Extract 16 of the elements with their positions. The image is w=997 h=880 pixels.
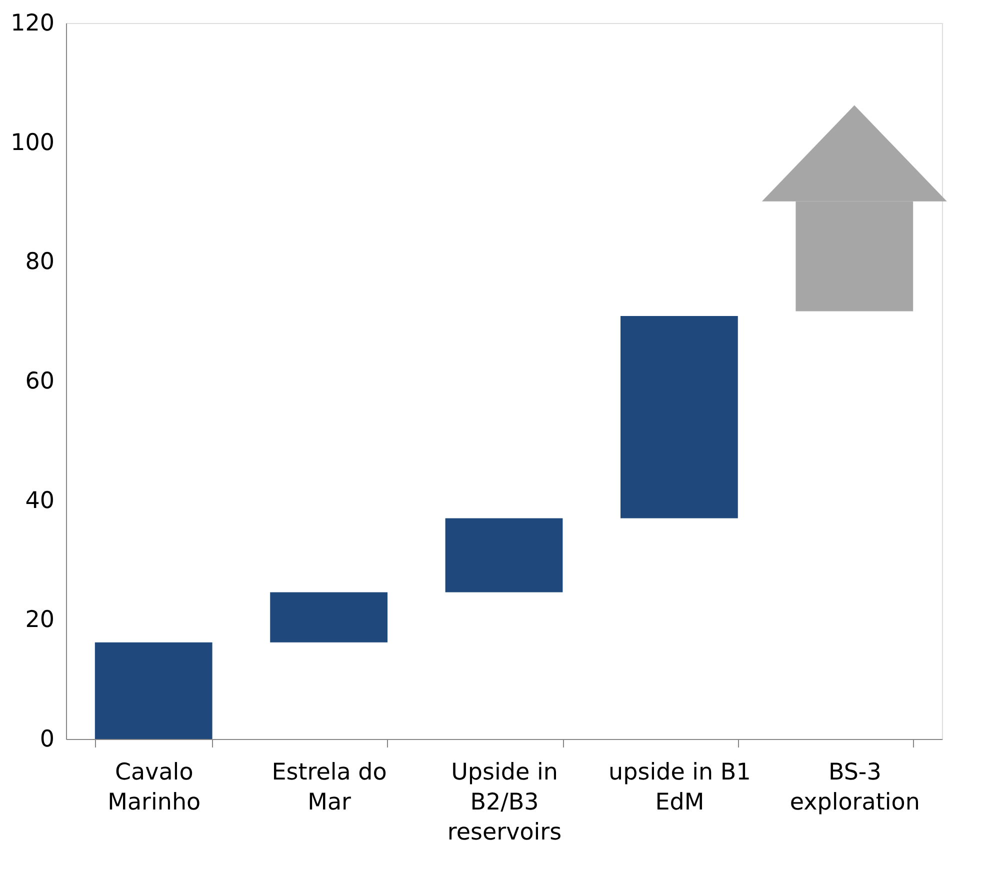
y-tick-label: 0: [40, 726, 54, 752]
x-tick-label: upside in B1 EdM: [608, 760, 751, 816]
bar: [445, 518, 563, 592]
bar: [620, 316, 738, 518]
x-tick-label: Cavalo Marinho: [108, 760, 201, 816]
y-tick-label: 100: [10, 130, 54, 156]
x-tick-label: Estrela do Mar: [272, 760, 387, 816]
y-tick-label: 80: [25, 249, 54, 276]
x-tick-label: BS-3 exploration: [790, 760, 920, 816]
x-tick-label: Upside in B2/B3 reservoirs: [447, 760, 562, 846]
bar: [270, 592, 388, 642]
y-tick-label: 60: [25, 368, 54, 394]
y-tick-label: 40: [25, 488, 54, 514]
y-tick-label: 120: [10, 10, 54, 36]
y-tick-label: 20: [25, 607, 54, 634]
bar: [94, 642, 212, 739]
